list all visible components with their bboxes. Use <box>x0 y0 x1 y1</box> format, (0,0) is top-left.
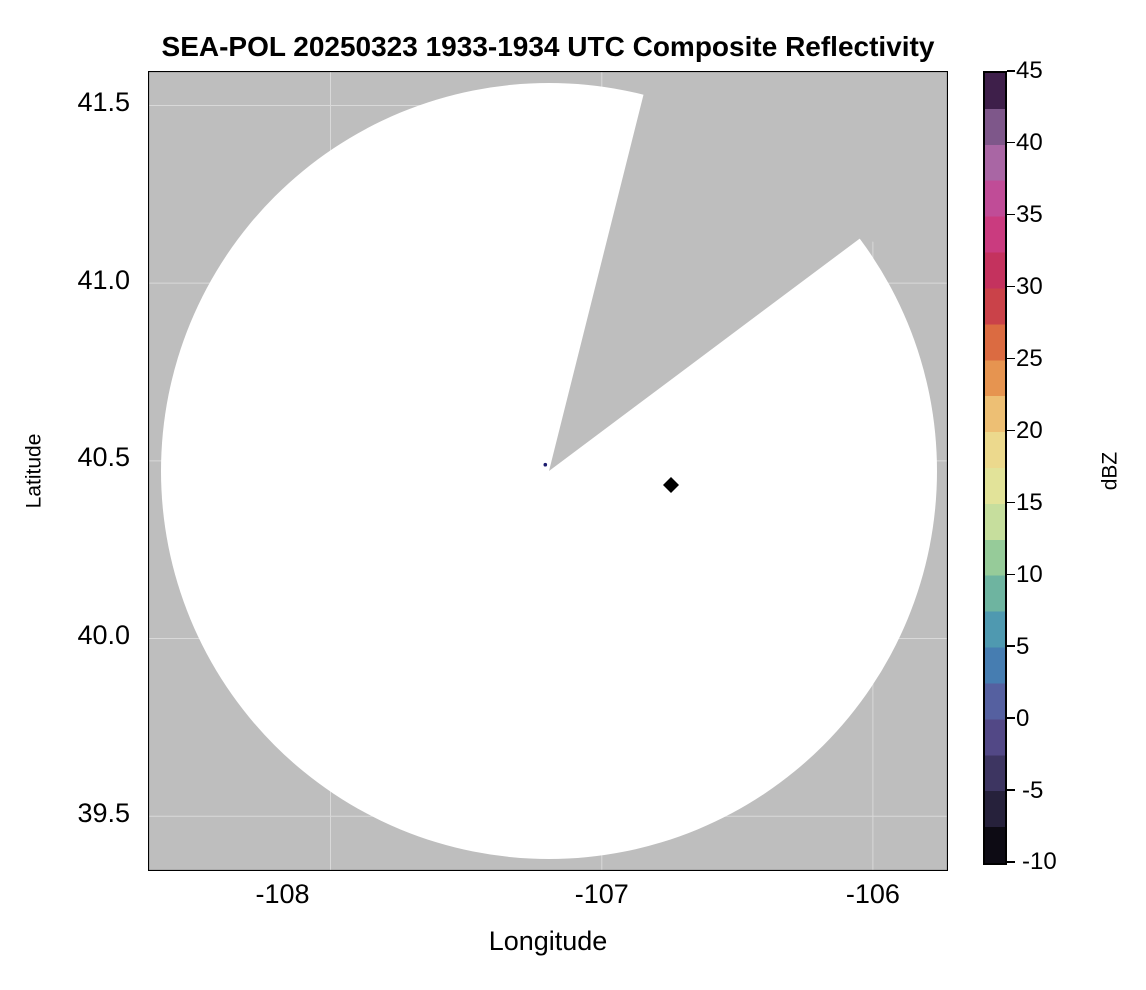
svg-text:Latitude: Latitude <box>23 434 46 509</box>
svg-text:dBZ: dBZ <box>1099 452 1122 491</box>
